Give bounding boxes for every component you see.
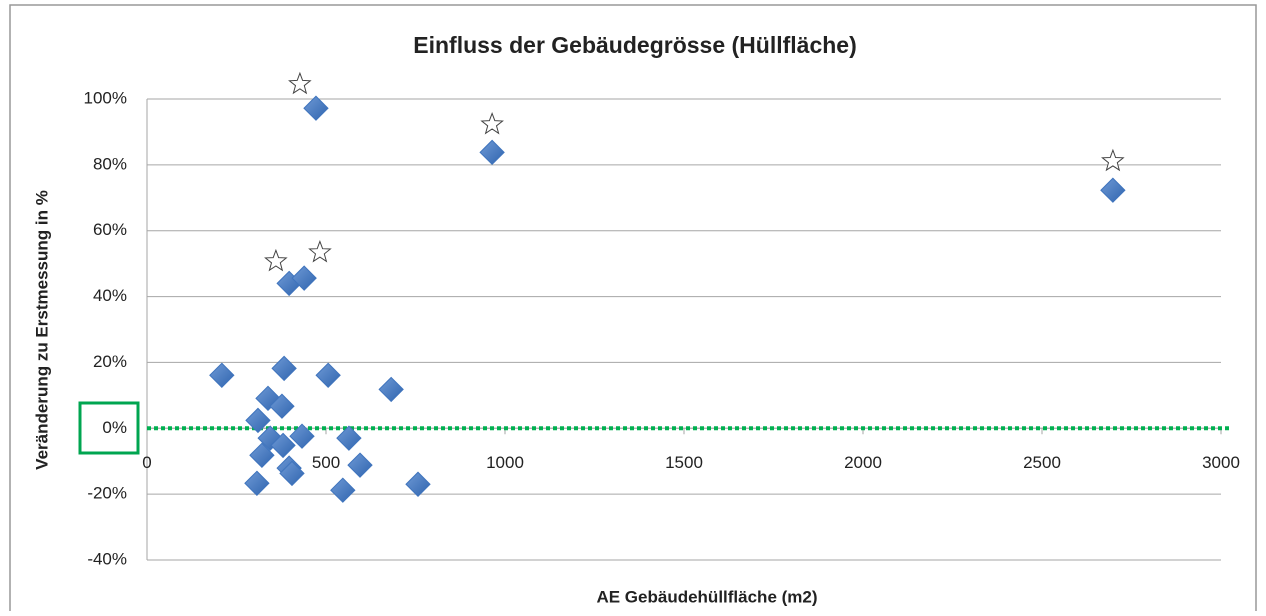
plot-area: -40% -20% 0% 20% 40% 60% 80% 100% 0 500 1000 1500 20…	[84, 71, 1240, 568]
x-tick-label: 1500	[665, 453, 703, 472]
star-marker	[1101, 148, 1125, 172]
point	[271, 355, 297, 382]
x-tick-label: 3000	[1202, 453, 1240, 472]
y-tick-label: 100%	[84, 88, 127, 107]
y-tick-label: 80%	[93, 154, 127, 173]
point	[291, 265, 317, 291]
y-tick-label: 60%	[93, 220, 127, 239]
point	[270, 432, 296, 459]
y-tick-label: 0%	[102, 418, 127, 437]
point	[378, 376, 404, 403]
x-tick-label: 2000	[844, 453, 882, 472]
point	[279, 460, 305, 487]
x-tick-label: 2500	[1023, 453, 1061, 472]
y-tick-label: -20%	[87, 484, 127, 503]
chart-frame	[9, 4, 1257, 616]
highlight-box	[78, 401, 140, 455]
y-tick-label: 20%	[93, 352, 127, 371]
star-marker	[308, 239, 332, 263]
point	[347, 452, 373, 478]
y-tick-label: 40%	[93, 286, 127, 305]
point	[336, 425, 362, 451]
star-marker	[288, 71, 312, 95]
point	[245, 407, 271, 434]
star-marker	[264, 248, 288, 272]
x-tick-label: 0	[142, 453, 151, 472]
x-tick-label: 1000	[486, 453, 524, 472]
point	[209, 362, 235, 388]
star-marker	[480, 111, 504, 135]
point	[303, 95, 329, 121]
point	[269, 393, 295, 419]
point	[330, 477, 356, 503]
y-axis-label: Veränderung zu Erstmessung in %	[32, 190, 51, 470]
chart-title: Einfluss der Gebäudegrösse (Hüllfläche)	[413, 32, 857, 58]
point	[289, 423, 315, 449]
x-tick-label: 500	[312, 453, 340, 472]
point	[1100, 177, 1126, 203]
x-axis-label: AE Gebäudehüllfläche (m2)	[596, 587, 817, 606]
y-tick-label: -40%	[87, 549, 127, 568]
point	[479, 139, 505, 166]
point	[249, 442, 275, 468]
point	[315, 362, 341, 388]
point	[405, 471, 431, 497]
point	[244, 470, 270, 496]
